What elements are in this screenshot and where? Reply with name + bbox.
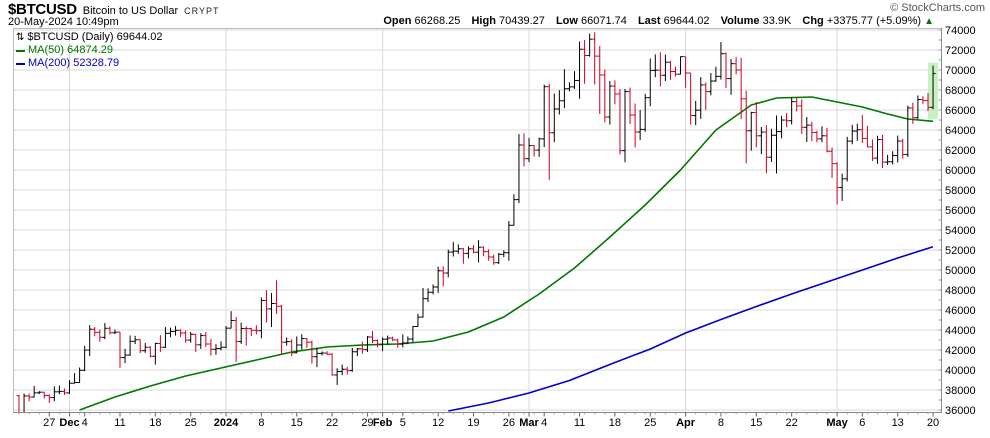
svg-text:44000: 44000 [945, 325, 976, 337]
legend-ma200-row[interactable]: MA(200) 52328.79 [16, 57, 163, 70]
svg-text:74000: 74000 [945, 25, 976, 37]
high-label: High [471, 15, 496, 27]
svg-text:64000: 64000 [945, 125, 976, 137]
instrument-name: Bitcoin to US Dollar [82, 5, 179, 17]
low-value: 66071.74 [581, 15, 627, 27]
svg-text:15: 15 [750, 417, 762, 429]
volume-label: Volume [720, 15, 760, 27]
svg-text:11: 11 [114, 417, 125, 429]
svg-text:42000: 42000 [945, 345, 976, 357]
svg-text:6: 6 [859, 417, 865, 429]
svg-text:40000: 40000 [945, 365, 976, 377]
ma200-line-sample-icon [16, 62, 25, 65]
chart-datetime: 20-May-2024 10:49pm [8, 16, 119, 28]
chart-legend: ⇅ $BTCUSD (Daily) 69644.02 MA(50) 64874.… [16, 31, 163, 70]
svg-text:8: 8 [258, 417, 264, 429]
svg-text:12: 12 [432, 417, 444, 429]
svg-text:22: 22 [786, 417, 798, 429]
svg-text:27: 27 [43, 417, 55, 429]
volume-value: 33.9K [762, 15, 792, 27]
chart-header: $BTCUSD Bitcoin to US Dollar CRYPT [8, 1, 219, 18]
svg-text:18: 18 [149, 417, 161, 429]
svg-text:4: 4 [82, 417, 88, 429]
svg-text:15: 15 [291, 417, 303, 429]
svg-text:68000: 68000 [945, 85, 976, 97]
symbol-label: $BTCUSD [8, 1, 77, 18]
svg-text:Dec: Dec [59, 417, 79, 429]
open-value: 66268.25 [414, 15, 461, 27]
svg-text:52000: 52000 [945, 245, 976, 257]
low-label: Low [555, 15, 578, 27]
svg-text:72000: 72000 [945, 45, 976, 57]
copyright-link[interactable]: © StockCharts.com [890, 2, 985, 14]
svg-text:46000: 46000 [945, 305, 976, 317]
svg-text:May: May [826, 417, 848, 429]
svg-text:60000: 60000 [945, 165, 976, 177]
last-label: Last [637, 15, 661, 27]
svg-text:36000: 36000 [945, 405, 976, 417]
svg-text:Feb: Feb [373, 417, 393, 429]
svg-text:8: 8 [718, 417, 724, 429]
open-label: Open [383, 15, 412, 27]
svg-text:25: 25 [644, 417, 656, 429]
legend-ma50-row[interactable]: MA(50) 64874.29 [16, 44, 163, 57]
updown-arrows-icon: ⇅ [16, 32, 25, 43]
chg-up-arrow-icon: ▲ [924, 16, 934, 27]
svg-text:4: 4 [541, 417, 547, 429]
legend-ma50-label: MA(50) 64874.29 [28, 44, 113, 56]
chg-value: +3375.77 (+5.09%) [826, 15, 922, 27]
legend-ma200-label: MA(200) 52328.79 [28, 57, 120, 69]
svg-text:2024: 2024 [214, 417, 239, 429]
svg-text:13: 13 [892, 417, 904, 429]
svg-text:48000: 48000 [945, 285, 976, 297]
legend-main-label: $BTCUSD (Daily) 69644.02 [27, 31, 163, 43]
svg-text:58000: 58000 [945, 185, 976, 197]
svg-text:66000: 66000 [945, 105, 976, 117]
svg-text:26: 26 [503, 417, 515, 429]
exchange-tag: CRYPT [184, 6, 220, 16]
svg-text:19: 19 [467, 417, 479, 429]
chg-label: Chg [802, 15, 824, 27]
last-value: 69644.02 [663, 15, 710, 27]
svg-text:18: 18 [609, 417, 621, 429]
legend-main-row[interactable]: ⇅ $BTCUSD (Daily) 69644.02 [16, 31, 163, 44]
svg-text:Mar: Mar [519, 417, 539, 429]
ma50-line-sample-icon [16, 49, 25, 52]
svg-text:25: 25 [185, 417, 197, 429]
quote-bar: Open 66268.25 High 70439.27 Low 66071.74… [375, 15, 934, 27]
svg-text:11: 11 [574, 417, 585, 429]
high-value: 70439.27 [498, 15, 545, 27]
svg-text:29: 29 [361, 417, 373, 429]
svg-text:54000: 54000 [945, 225, 976, 237]
svg-text:50000: 50000 [945, 265, 976, 277]
svg-text:38000: 38000 [945, 385, 976, 397]
svg-text:56000: 56000 [945, 205, 976, 217]
svg-text:62000: 62000 [945, 145, 976, 157]
svg-text:22: 22 [326, 417, 338, 429]
svg-text:Apr: Apr [676, 417, 696, 429]
svg-text:5: 5 [400, 417, 406, 429]
svg-text:70000: 70000 [945, 65, 976, 77]
svg-text:20: 20 [927, 417, 939, 429]
